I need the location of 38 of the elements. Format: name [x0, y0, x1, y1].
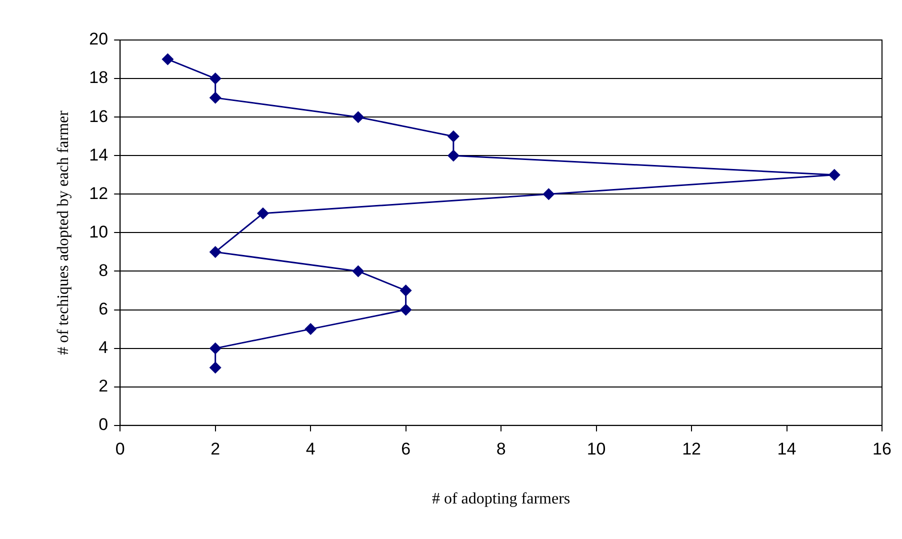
- y-tick-label: 4: [98, 338, 108, 358]
- point: [828, 168, 840, 181]
- point: [400, 304, 412, 316]
- y-tick-label: 2: [98, 376, 108, 396]
- y-tick-label: 20: [89, 30, 108, 49]
- y-axis-title: # of techiques adopted by each farmer: [54, 110, 72, 355]
- x-axis-title: # of adopting farmers: [432, 490, 570, 508]
- point: [209, 72, 222, 85]
- point: [162, 53, 174, 66]
- x-tick-label: 16: [872, 439, 892, 458]
- x-tick-label: 2: [210, 439, 220, 458]
- point: [304, 323, 317, 336]
- y-tick-label: 8: [98, 260, 108, 280]
- x-tick-label: 10: [586, 439, 606, 458]
- y-tick-label: 12: [89, 184, 108, 203]
- point: [256, 207, 269, 220]
- y-tick-label: 14: [89, 145, 108, 164]
- y-tick-label: 10: [89, 222, 108, 242]
- point: [447, 130, 460, 142]
- point: [209, 92, 222, 104]
- x-tick-label: 0: [115, 439, 125, 458]
- x-tick-label: 4: [306, 439, 316, 458]
- y-tick-label: 6: [98, 299, 108, 318]
- y-tick-label: 16: [89, 106, 108, 126]
- point: [352, 111, 364, 124]
- x-tick-label: 12: [682, 439, 701, 458]
- x-tick-label: 6: [401, 439, 411, 458]
- y-tick-label: 18: [89, 68, 108, 88]
- point: [352, 265, 364, 278]
- x-tick-label: 14: [777, 439, 796, 458]
- point: [209, 246, 222, 258]
- point: [447, 150, 460, 162]
- point: [542, 188, 555, 200]
- point: [400, 284, 412, 297]
- y-tick-label: 0: [98, 415, 108, 434]
- point: [209, 342, 222, 354]
- x-tick-label: 8: [496, 439, 506, 458]
- point: [209, 362, 222, 374]
